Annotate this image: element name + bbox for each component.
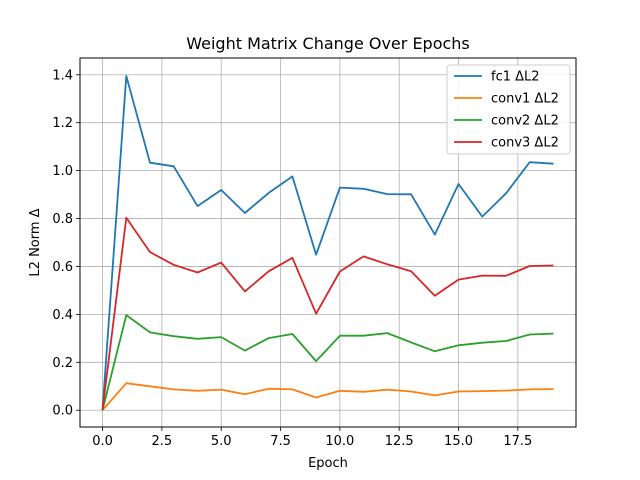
y-tick-label: 1.2: [52, 116, 73, 131]
x-tick-label: 7.5: [270, 434, 291, 449]
y-tick-label: 0.0: [52, 404, 73, 419]
y-tick-label: 1.4: [52, 68, 73, 83]
y-tick-label: 0.6: [52, 260, 73, 275]
x-tick-label: 17.5: [503, 434, 532, 449]
series-line: [101, 314, 554, 411]
x-tick-label: 2.5: [152, 434, 173, 449]
y-tick-label: 0.4: [52, 308, 73, 323]
x-tick-label: 0.0: [92, 434, 113, 449]
x-tick-label: 5.0: [211, 434, 232, 449]
y-tick-label: 0.8: [52, 212, 73, 227]
legend-label: conv1 ΔL2: [491, 92, 559, 107]
y-axis-label: L2 Norm Δ: [28, 208, 43, 276]
series-line: [101, 382, 554, 411]
plot-frame: [79, 57, 577, 428]
axis-ticks: 0.0 2.5 5.0 7.5 10.0 12.5 15.0 17.5 0.0 0.2 0.4 0.6…: [52, 68, 532, 449]
y-tick-label: 1.0: [52, 164, 73, 179]
series-line: [101, 216, 554, 411]
legend-label: fc1 ΔL2: [491, 70, 540, 85]
y-tick-label: 0.2: [52, 356, 73, 371]
x-tick-label: 15.0: [444, 434, 473, 449]
x-tick-label: 10.0: [325, 434, 354, 449]
series-line: [101, 75, 554, 411]
legend-label: conv3 ΔL2: [491, 136, 559, 151]
chart-title: Weight Matrix Change Over Epochs: [186, 34, 470, 53]
x-tick-label: 12.5: [385, 434, 414, 449]
series-lines: [101, 75, 554, 411]
legend: fc1 ΔL2 conv1 ΔL2 conv2 ΔL2 conv3 ΔL2: [446, 64, 571, 155]
x-axis-label: Epoch: [308, 456, 348, 471]
legend-box: [446, 64, 571, 155]
legend-label: conv2 ΔL2: [491, 114, 559, 129]
